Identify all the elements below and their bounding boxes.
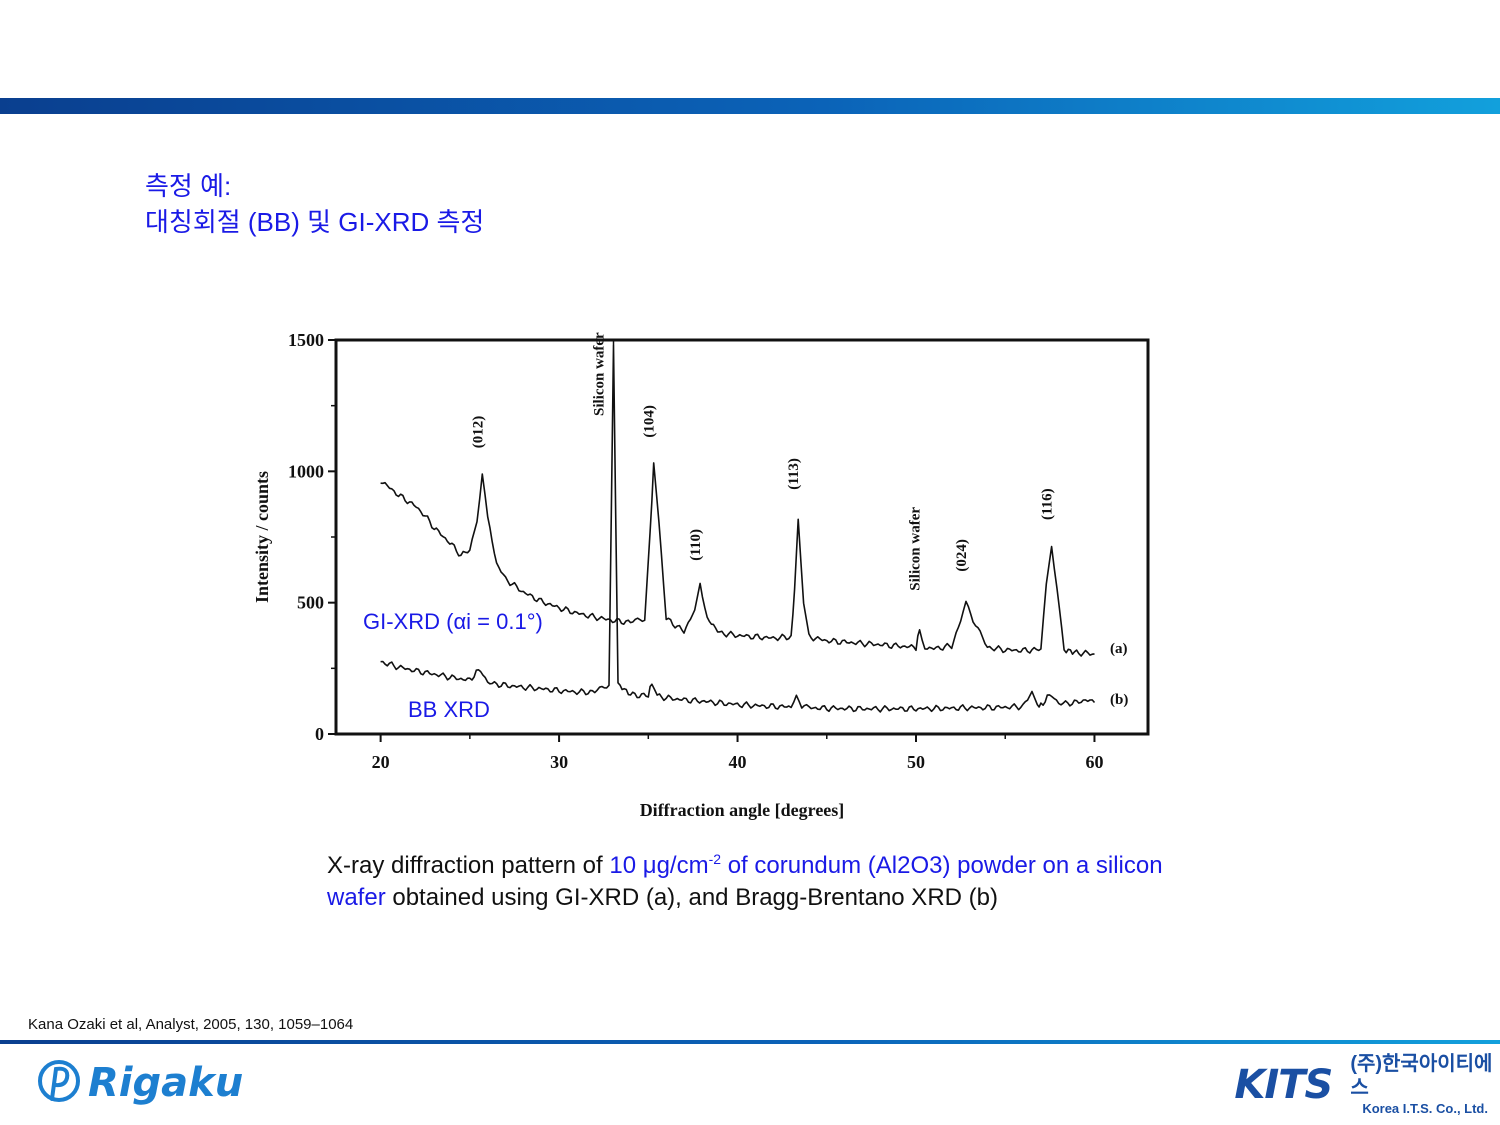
bottom-divider-bar xyxy=(0,1040,1500,1044)
rigaku-emblem-icon xyxy=(38,1060,80,1102)
plot-frame xyxy=(334,338,1150,736)
gi-xrd-annotation: GI-XRD (αi = 0.1°) xyxy=(363,609,543,634)
y-tick-label: 0 xyxy=(315,724,324,744)
slide-title: 측정 예: 대칭회절 (BB) 및 GI-XRD 측정 xyxy=(145,168,484,240)
x-axis-label: Diffraction angle [degrees] xyxy=(640,800,845,820)
series-line-b xyxy=(380,344,1096,713)
x-tick-label: 30 xyxy=(550,752,568,772)
kits-korean-name: (주)한국아이티에스 xyxy=(1350,1053,1493,1099)
series-label-a: (a) xyxy=(1110,641,1128,657)
peak-label: (116) xyxy=(1040,488,1056,520)
peak-label: (024) xyxy=(954,539,970,572)
x-tick-label: 40 xyxy=(729,752,747,772)
y-axis-label: Intensity / counts xyxy=(252,471,272,603)
caption-superscript: -2 xyxy=(708,851,722,867)
rigaku-wordmark: Rigaku xyxy=(88,1060,244,1106)
x-tick-label: 50 xyxy=(907,752,925,772)
x-tick-label: 20 xyxy=(372,752,390,772)
peak-label: (012) xyxy=(470,416,486,449)
kits-swoosh-icon xyxy=(1225,1085,1234,1086)
peak-label: (110) xyxy=(688,529,704,561)
title-line-2: 대칭회절 (BB) 및 GI-XRD 측정 xyxy=(145,207,485,237)
bb-xrd-annotation: BB XRD xyxy=(408,697,490,722)
x-tick-label: 60 xyxy=(1085,752,1103,772)
series-line-a xyxy=(380,462,1095,657)
y-tick-label: 1500 xyxy=(288,330,324,350)
caption-part-4: obtained using GI-XRD (a), and Bragg-Bre… xyxy=(385,884,998,911)
kits-logo: KITS (주)한국아이티에스 Korea I.T.S. Co., Ltd. xyxy=(1225,1053,1500,1116)
y-tick-label: 1000 xyxy=(288,461,324,481)
caption-part-1: X-ray diffraction pattern of xyxy=(327,852,610,879)
kits-english-name: Korea I.T.S. Co., Ltd. xyxy=(1362,1101,1488,1116)
peak-label: Silicon wafer xyxy=(908,507,924,591)
caption-part-2: 10 μg/cm xyxy=(609,852,709,879)
title-line-1: 측정 예: xyxy=(145,171,232,201)
peak-label: (113) xyxy=(786,458,802,490)
peak-label: (104) xyxy=(642,405,658,438)
caption-part-3: of corundum (Al2O3) powder on a silicon … xyxy=(327,852,1163,911)
figure-caption: X-ray diffraction pattern of 10 μg/cm-2 … xyxy=(327,843,1207,914)
series-label-b: (b) xyxy=(1110,692,1128,708)
top-banner-bar xyxy=(0,98,1500,114)
peak-label: Silicon wafer xyxy=(592,332,608,416)
rigaku-logo: Rigaku xyxy=(36,1056,243,1110)
kits-wordmark: KITS xyxy=(1234,1062,1333,1108)
citation: Kana Ozaki et al, Analyst, 2005, 130, 10… xyxy=(28,1016,354,1033)
y-tick-label: 500 xyxy=(297,593,324,613)
xrd-chart: 20 30 40 50 60 0 500 1000 1500 (012) Silicon wafe… xyxy=(252,330,1150,820)
